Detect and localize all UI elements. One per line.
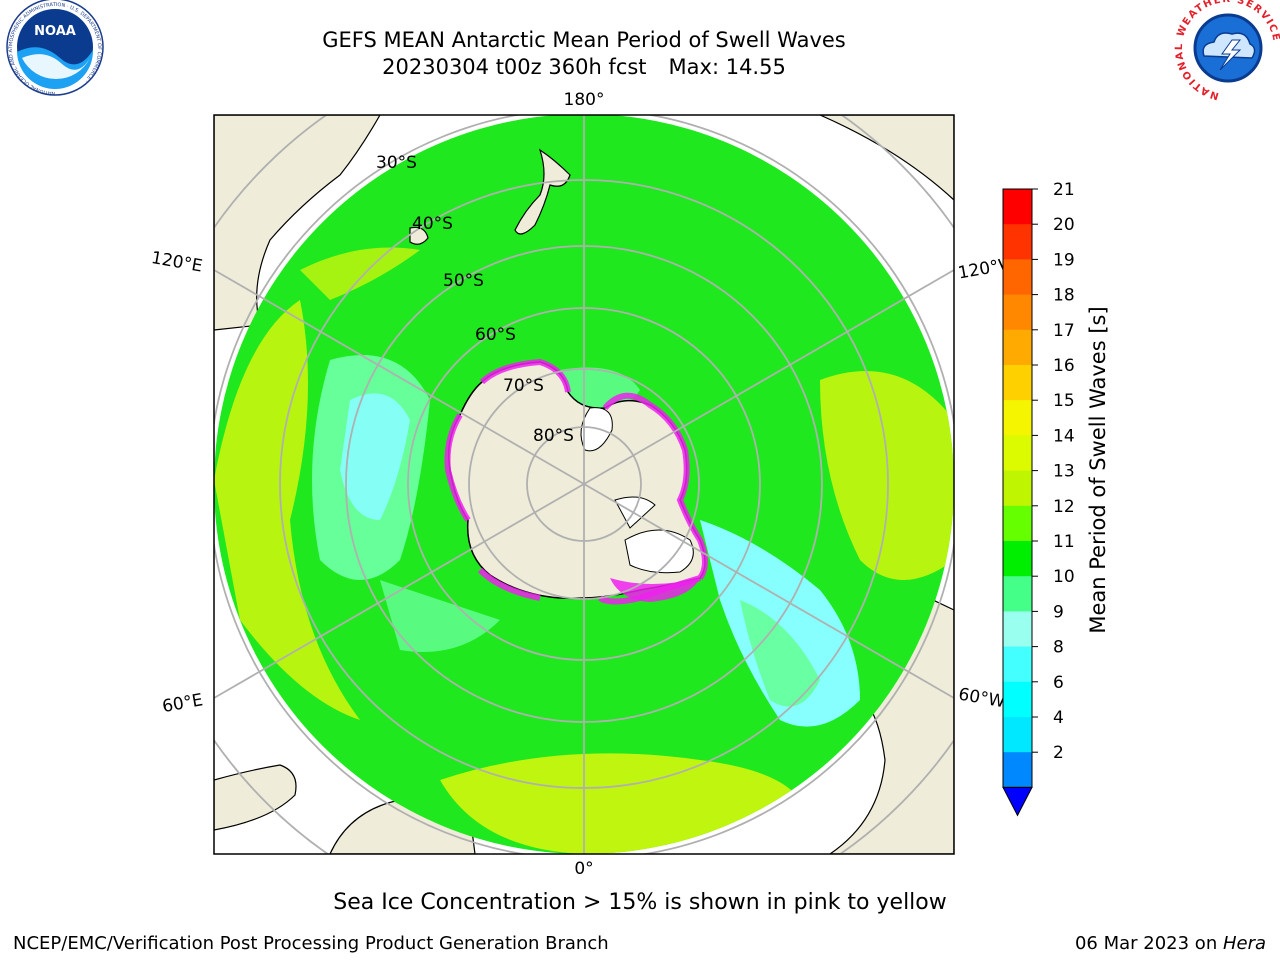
warm-patch-west — [214, 300, 360, 720]
lat-label-50s: 50°S — [443, 271, 484, 291]
colorbar-tick-label: 18 — [1053, 286, 1075, 306]
swell-field — [214, 247, 954, 854]
colorbar-under-arrow — [1002, 786, 1033, 817]
lat-label-70s: 70°S — [503, 376, 544, 396]
colorbar-tick-label: 12 — [1053, 497, 1075, 517]
map-area: 30°S 40°S 50°S 60°S 70°S 80°S — [214, 115, 954, 854]
colorbar-tick-label: 2 — [1053, 743, 1064, 763]
cool-patch-drake — [740, 600, 820, 707]
colorbar-label: Mean Period of Swell Waves [s] — [1086, 306, 1110, 633]
lat-label-80s: 80°S — [533, 426, 574, 446]
cyan-patch-west — [340, 393, 410, 520]
nws-logo: NATIONAL WEATHER SERVICE — [1174, 0, 1280, 101]
noaa-logo-text: NOAA — [34, 24, 76, 39]
lat-label-30s: 30°S — [376, 153, 417, 173]
lon-label-0: 0° — [574, 859, 593, 879]
colorbar-outline — [1002, 188, 1033, 788]
colorbar-segment — [1003, 224, 1032, 260]
colorbar-tick-label: 11 — [1053, 532, 1075, 552]
colorbar-segment — [1003, 752, 1032, 788]
warm-patch-north-west — [300, 247, 420, 300]
footer-date: 06 Mar 2023 on Hera — [1075, 933, 1266, 954]
lon-label-180: 180° — [564, 90, 605, 110]
lon-label-60w: 60°W — [957, 684, 1007, 712]
footer-branch: NCEP/EMC/Verification Post Processing Pr… — [13, 933, 609, 954]
colorbar-tick-label: 9 — [1053, 602, 1064, 622]
lat-label-40s: 40°S — [412, 214, 453, 234]
max-value: Max: 14.55 — [668, 55, 786, 79]
colorbar-segment — [1003, 435, 1032, 472]
colorbar-segment — [1003, 329, 1032, 366]
footer-machine: Hera — [1222, 933, 1266, 954]
colorbar-tick-label: 10 — [1053, 567, 1075, 587]
sea-ice-note: Sea Ice Concentration > 15% is shown in … — [333, 890, 947, 915]
colorbar-segment — [1003, 400, 1032, 436]
land-australia — [214, 115, 381, 331]
weddell-ice-shelf — [624, 529, 694, 574]
colorbar-tick-label: 20 — [1053, 215, 1075, 235]
chart-title: GEFS MEAN Antarctic Mean Period of Swell… — [322, 28, 846, 52]
colorbar-segment — [1003, 576, 1032, 612]
lon-label-120e: 120°E — [150, 248, 204, 277]
forecast-run: 20230304 t00z 360h fcst — [382, 55, 647, 79]
colorbar-tick-label: 13 — [1053, 462, 1075, 482]
colorbar-tick-label: 19 — [1053, 250, 1075, 270]
noaa-logo: NOAA NATIONAL OCEANIC AND ATMOSPHERIC AD… — [6, 0, 104, 96]
land-new-zealand — [514, 148, 571, 235]
sea-ice-weddell — [610, 578, 700, 602]
cool-patch-south-west — [380, 580, 500, 652]
colorbar-segment — [1003, 541, 1032, 577]
colorbar-segment — [1003, 365, 1032, 401]
graticule — [214, 115, 954, 854]
colorbar-segment — [1003, 646, 1032, 683]
colorbar-segment — [1003, 259, 1032, 296]
map-frame — [213, 114, 955, 855]
colorbar-tick-label: 17 — [1053, 321, 1075, 341]
colorbar-tick-label: 15 — [1053, 391, 1075, 411]
colorbar-tick-label: 6 — [1053, 673, 1064, 693]
colorbar-segment — [1003, 681, 1032, 718]
colorbar-segment — [1003, 717, 1032, 753]
warm-patch-south — [440, 753, 800, 854]
footer-date-text: 06 Mar 2023 on — [1074, 933, 1223, 954]
colorbar-segment — [1003, 189, 1032, 225]
lon-label-60e: 60°E — [161, 690, 205, 717]
colorbar-tick-label: 16 — [1053, 356, 1075, 376]
colorbar-segment — [1003, 505, 1032, 542]
colorbar-tick-label: 21 — [1053, 180, 1075, 200]
colorbar-segment — [1003, 470, 1032, 507]
lat-label-60s: 60°S — [475, 325, 516, 345]
colorbar: 21 20 19 18 17 16 15 14 13 12 11 10 9 8 6 4 2 — [1002, 180, 1075, 817]
chart-subtitle: 20230304 t00z 360h fcst Max: 14.55 — [0, 54, 1168, 80]
colorbar-tick-label: 8 — [1053, 638, 1064, 658]
colorbar-segment — [1003, 611, 1032, 648]
colorbar-segment — [1003, 294, 1032, 331]
land-madagascar — [214, 764, 297, 831]
colorbar-tick-label: 14 — [1053, 426, 1075, 446]
colorbar-tick-label: 4 — [1053, 708, 1064, 728]
ross-ice-shelf — [580, 407, 613, 452]
